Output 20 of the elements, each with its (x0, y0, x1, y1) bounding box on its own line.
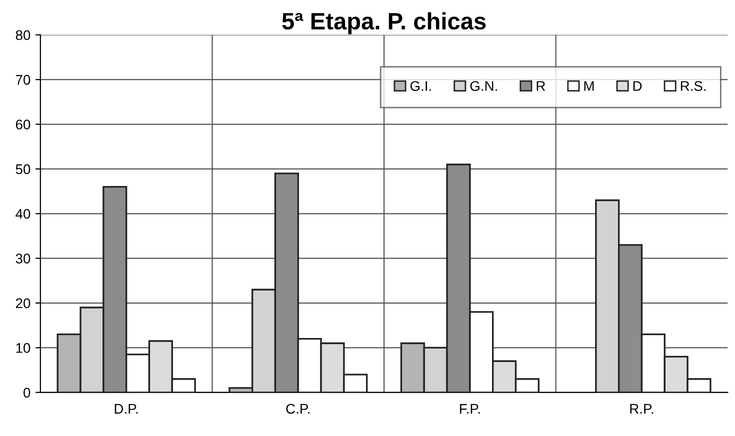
x-tick-label: C.P. (286, 404, 310, 414)
legend-label: M (584, 81, 594, 91)
legend-label: R.S. (680, 81, 706, 91)
y-tick-label: 40 (16, 208, 30, 219)
x-tick-label: F.P. (460, 404, 480, 414)
legend-label: R (536, 81, 546, 91)
y-tick-label: 50 (16, 164, 30, 174)
chart-title: 5ª Etapa. P. chicas (282, 12, 486, 34)
y-tick-label: 30 (16, 254, 30, 264)
y-tick-label: 60 (16, 120, 30, 130)
legend-label: D (633, 81, 642, 91)
y-tick-label: 80 (16, 30, 30, 40)
legend-label: G.N. (470, 81, 497, 91)
y-tick-label: 20 (16, 298, 30, 308)
x-tick-label: D.P. (114, 404, 138, 414)
y-tick-label: 0 (24, 388, 30, 398)
x-tick-label: R.P. (630, 404, 654, 414)
legend-label: G.I. (410, 81, 431, 91)
y-tick-label: 10 (16, 343, 30, 353)
y-tick-label: 70 (16, 74, 30, 85)
